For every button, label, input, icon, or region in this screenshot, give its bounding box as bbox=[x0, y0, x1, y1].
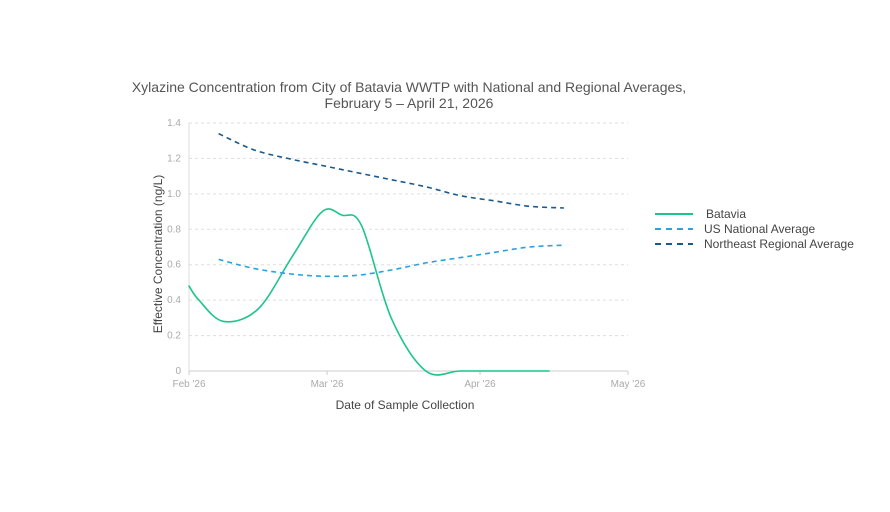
y-tick-label: 0 bbox=[175, 366, 181, 377]
legend-label-northeast-regional-average: Northeast Regional Average bbox=[704, 237, 854, 251]
legend-label-us-national-average: US National Average bbox=[704, 222, 816, 236]
chart-subtitle: February 5 – April 21, 2026 bbox=[325, 95, 494, 111]
y-axis-label: Effective Concentration (ng/L) bbox=[151, 175, 165, 334]
x-tick-label: Mar '26 bbox=[311, 379, 344, 390]
x-axis-label: Date of Sample Collection bbox=[336, 398, 475, 412]
y-tick-label: 1.4 bbox=[167, 118, 181, 129]
series-lines bbox=[188, 132, 564, 376]
y-tick-label: 0.4 bbox=[167, 295, 181, 306]
gridlines bbox=[189, 122, 628, 337]
x-tick-label: Feb '26 bbox=[172, 379, 205, 390]
y-tick-label: 0.8 bbox=[167, 224, 181, 235]
x-tick-label: Apr '26 bbox=[464, 379, 496, 390]
axes: 0 0.2 0.4 0.6 0.8 1.0 1.2 1.4 Feb '26 Mar '26 Apr … bbox=[167, 118, 646, 390]
series-line-us-national-average bbox=[218, 244, 564, 278]
x-tick-label: May '26 bbox=[611, 379, 646, 390]
chart-title: Xylazine Concentration from City of Bata… bbox=[132, 79, 686, 95]
y-tick-label: 1.2 bbox=[167, 153, 181, 164]
y-tick-label: 0.2 bbox=[167, 331, 181, 342]
series-line-northeast-regional-average bbox=[218, 132, 564, 209]
series-line-batavia bbox=[188, 208, 550, 376]
legend-label-batavia: Batavia bbox=[706, 207, 746, 221]
y-tick-label: 1.0 bbox=[167, 189, 181, 200]
y-tick-label: 0.6 bbox=[167, 260, 181, 271]
